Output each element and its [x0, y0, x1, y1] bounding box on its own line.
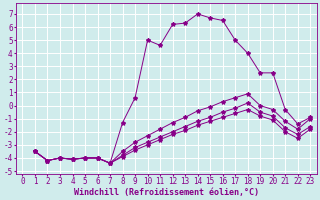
X-axis label: Windchill (Refroidissement éolien,°C): Windchill (Refroidissement éolien,°C)	[74, 188, 259, 197]
